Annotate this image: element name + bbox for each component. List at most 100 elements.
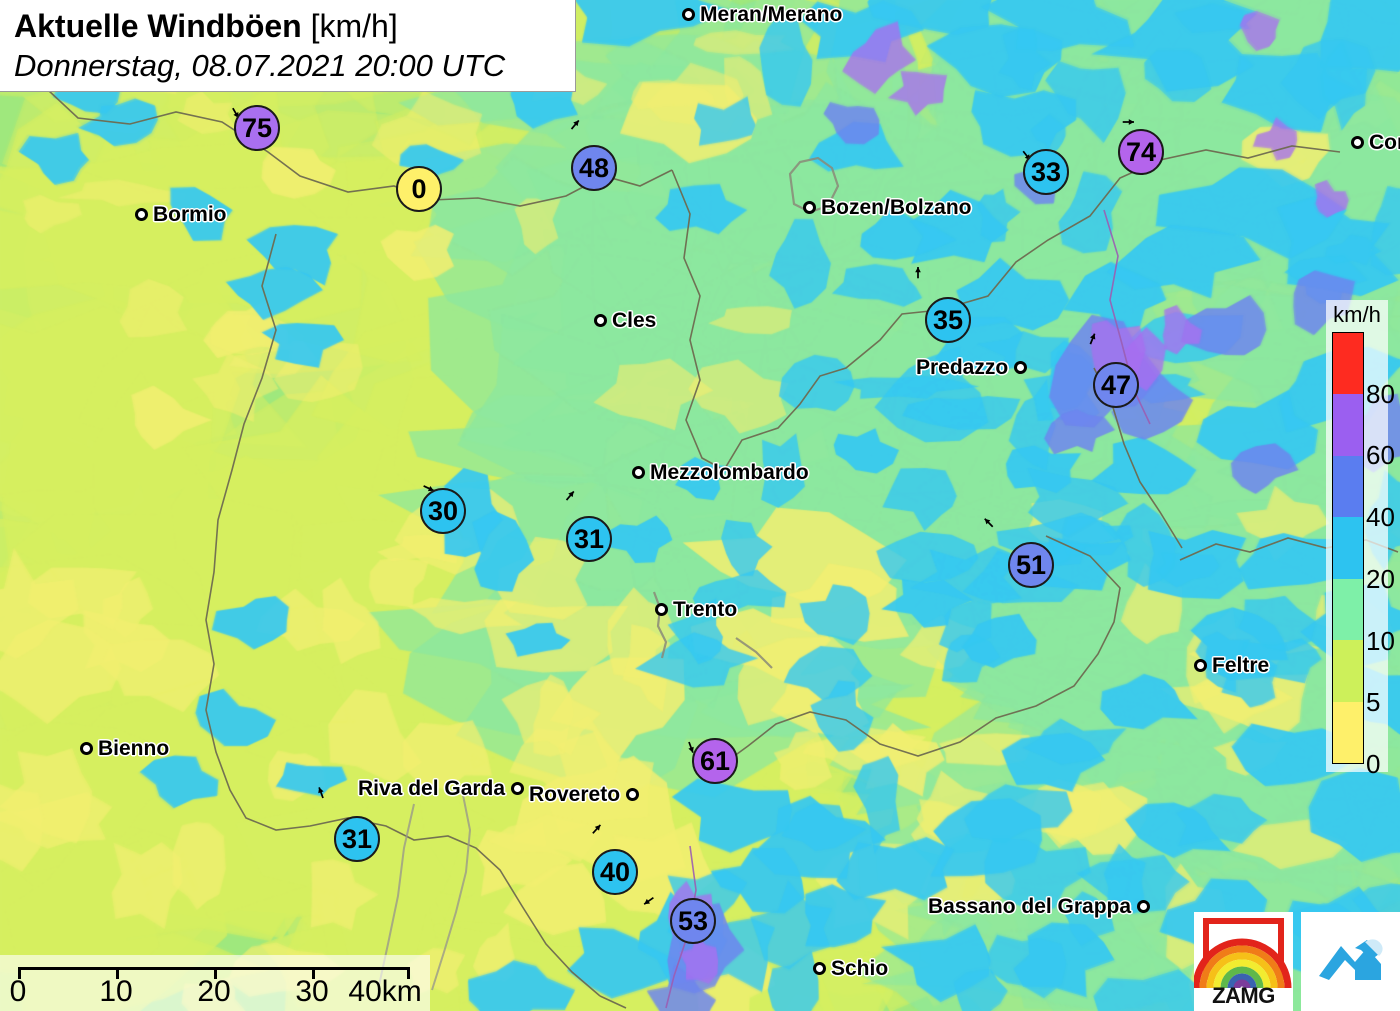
scale-tick-0 (18, 967, 21, 979)
scale-label-0: 0 (9, 975, 27, 1008)
city-label: Schio (831, 957, 889, 980)
city-marker-bienno[interactable]: Bienno (80, 738, 169, 759)
legend-tick-5: 5 (1366, 687, 1381, 718)
city-dot-icon (1014, 361, 1028, 374)
city-dot-icon (594, 314, 607, 327)
city-marker-bormio[interactable]: Bormio (135, 204, 227, 225)
wind-gust-value-bubble: 61 (692, 738, 738, 784)
scale-label-3: 30 (295, 975, 329, 1008)
scale-label-1: 10 (99, 975, 133, 1008)
city-marker-mezzolombardo[interactable]: Mezzolombardo (632, 462, 809, 483)
legend-band-0 (1333, 701, 1363, 763)
legend-color-bar (1332, 332, 1364, 764)
city-dot-icon (1137, 900, 1151, 913)
city-label: Cles (612, 309, 657, 332)
city-marker-cles[interactable]: Cles (594, 310, 656, 331)
city-dot-icon (511, 782, 525, 795)
city-label: Bormio (153, 203, 227, 226)
legend-band-40 (1333, 455, 1363, 518)
city-marker-feltre[interactable]: Feltre (1194, 655, 1269, 676)
wind-direction-arrow-icon (643, 897, 654, 905)
legend-tick-80: 80 (1366, 378, 1395, 409)
legend-tick-60: 60 (1366, 440, 1395, 471)
title-unit-text: [km/h] (310, 8, 398, 44)
wind-station-marker[interactable]: 48 (570, 119, 617, 191)
city-label: Feltre (1212, 654, 1270, 677)
wind-station-marker[interactable]: 40 (592, 824, 638, 895)
legend-tick-0: 0 (1366, 749, 1381, 779)
wind-station-marker[interactable]: 75 (232, 105, 280, 151)
city-dot-icon (682, 8, 695, 21)
wind-station-marker[interactable]: 74 (1118, 119, 1164, 175)
wind-station-marker[interactable]: 0 (396, 166, 442, 212)
wind-gust-value-bubble: 47 (1093, 362, 1139, 408)
legend-band-60 (1333, 394, 1363, 456)
city-label: Bassano del Grappa (928, 895, 1132, 918)
zamg-logo[interactable]: ZAMG (1194, 912, 1293, 1011)
city-dot-icon (135, 208, 148, 221)
legend-tick-40: 40 (1366, 502, 1395, 533)
legend-unit-label: km/h (1333, 302, 1381, 327)
scale-label-4: 40km (348, 975, 422, 1008)
city-marker-trento[interactable]: Trento (655, 599, 737, 620)
legend-tick-20: 20 (1366, 563, 1395, 594)
wind-gust-value-bubble: 31 (566, 516, 612, 562)
wind-station-marker[interactable]: 53 (643, 897, 716, 944)
city-marker-bassano-del-grappa[interactable]: Bassano del Grappa (928, 895, 1151, 918)
wind-gust-value-bubble: 48 (571, 145, 617, 191)
wind-station-marker[interactable]: 31 (318, 787, 380, 862)
city-label: Meran/Merano (700, 3, 843, 26)
wind-gust-value-bubble: 75 (234, 105, 280, 151)
wind-gust-value-bubble: 51 (1008, 542, 1054, 588)
wind-gust-value-bubble: 40 (592, 849, 638, 895)
rainbow-icon (1194, 938, 1292, 988)
city-label: Cortina (1369, 131, 1400, 154)
city-marker-predazzo[interactable]: Predazzo (916, 356, 1028, 379)
color-scale-legend: km/h 80 60 40 20 10 5 0 (1326, 300, 1395, 777)
logo-group: ZAMG (1194, 912, 1400, 1011)
wind-station-marker[interactable]: 31 (565, 490, 612, 562)
city-dot-icon (803, 201, 816, 214)
wind-station-marker[interactable]: 30 (420, 485, 466, 534)
city-dot-icon (626, 788, 640, 801)
city-label: Riva del Garda (358, 777, 506, 800)
city-dot-icon (1351, 136, 1364, 149)
blue-mountain-logo[interactable] (1301, 912, 1400, 1011)
legend-band-5 (1333, 640, 1363, 702)
map-title-box: Aktuelle Windböen [km/h] Donnerstag, 08.… (0, 0, 576, 92)
zamg-wordmark: ZAMG (1212, 983, 1275, 1008)
wind-gust-value-bubble: 35 (925, 297, 971, 343)
city-dot-icon (1194, 659, 1207, 672)
wind-direction-arrow-icon (984, 518, 994, 528)
wind-station-marker[interactable]: 47 (1089, 333, 1139, 408)
city-marker-riva-del-garda[interactable]: Riva del Garda (358, 777, 525, 800)
city-marker-bozen-bolzano[interactable]: Bozen/Bolzano (803, 197, 972, 218)
city-label: Predazzo (916, 356, 1009, 379)
wind-station-marker[interactable]: 35 (915, 267, 971, 343)
wind-gust-value-bubble: 0 (396, 166, 442, 212)
wind-gust-value-bubble: 53 (670, 898, 716, 944)
city-marker-schio[interactable]: Schio (813, 958, 888, 979)
city-label: Rovereto (529, 783, 621, 806)
wind-station-marker[interactable]: 51 (984, 518, 1054, 588)
mountain-icon (1319, 939, 1383, 980)
distance-scale-bar: 0 10 20 30 40km (0, 955, 430, 1011)
city-marker-rovereto[interactable]: Rovereto (529, 783, 640, 806)
wind-direction-arrow-icon (1122, 119, 1134, 125)
city-marker-meran-merano[interactable]: Meran/Merano (682, 4, 842, 25)
legend-band-20 (1333, 517, 1363, 579)
wind-gust-value-bubble: 74 (1118, 129, 1164, 175)
city-dot-icon (80, 742, 93, 755)
wind-direction-arrow-icon (688, 741, 694, 753)
city-label: Mezzolombardo (650, 461, 809, 484)
wind-gust-value-bubble: 30 (420, 488, 466, 534)
city-label: Bienno (98, 737, 170, 760)
timestamp-text: Donnerstag, 08.07.2021 20:00 UTC (14, 48, 506, 83)
legend-band-80 (1333, 333, 1363, 395)
city-marker-cortina[interactable]: Cortina (1351, 132, 1400, 153)
city-label: Trento (673, 598, 738, 621)
wind-station-marker[interactable]: 61 (688, 738, 738, 784)
wind-station-marker[interactable]: 33 (1022, 149, 1069, 195)
